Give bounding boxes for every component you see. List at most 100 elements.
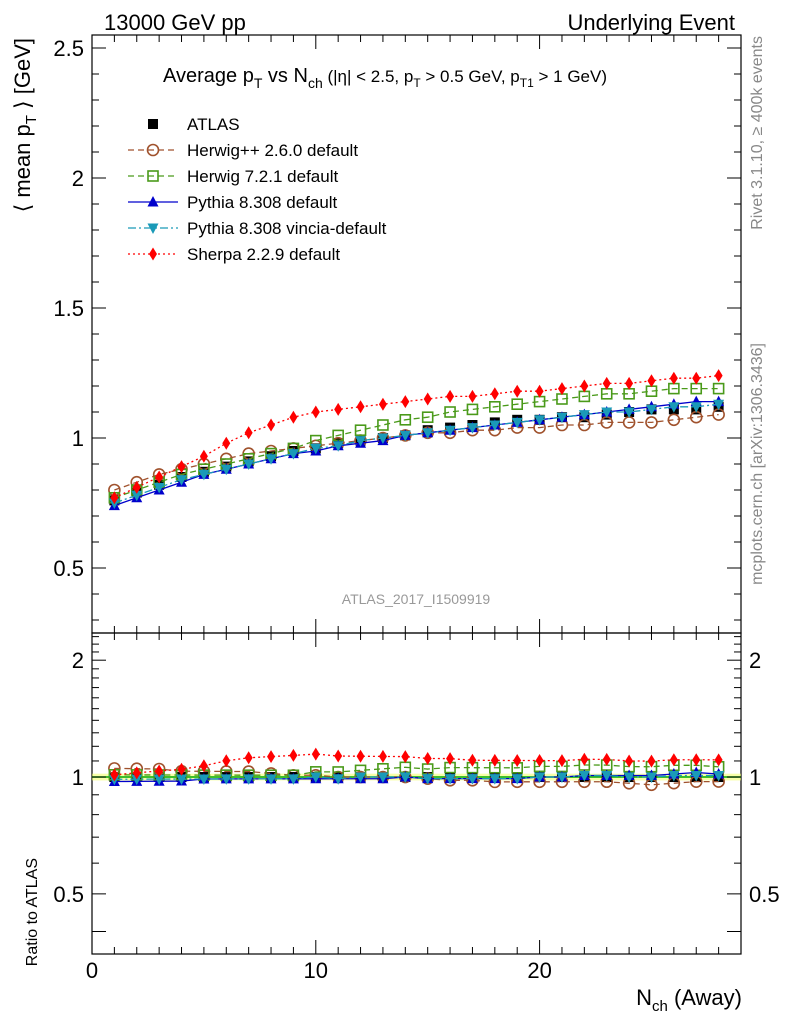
legend-label: Pythia 8.308 default bbox=[187, 193, 338, 212]
data-point bbox=[177, 460, 186, 474]
ratio-point bbox=[513, 754, 522, 768]
data-point bbox=[444, 406, 456, 418]
data-point bbox=[423, 392, 432, 406]
ratio-point bbox=[222, 754, 231, 768]
ratio-point bbox=[714, 753, 723, 767]
legend-label: ATLAS bbox=[187, 115, 240, 134]
data-point bbox=[243, 459, 255, 470]
data-point bbox=[556, 412, 568, 424]
ratio-point bbox=[535, 754, 544, 768]
ratio-point bbox=[423, 751, 432, 765]
data-point bbox=[355, 436, 367, 447]
series-line bbox=[114, 403, 719, 504]
data-point bbox=[645, 404, 657, 416]
data-point bbox=[468, 389, 477, 403]
ratio-point bbox=[110, 768, 119, 782]
ratio-point bbox=[176, 774, 188, 786]
ratio-point bbox=[602, 752, 611, 766]
data-point bbox=[155, 470, 164, 484]
ratio-y-tick-label: 0.5 bbox=[53, 882, 84, 907]
legend-entry: Herwig 7.2.1 default bbox=[128, 167, 338, 186]
data-point bbox=[466, 423, 478, 434]
data-point bbox=[535, 384, 544, 398]
main-y-axis-label: ⟨ mean pT ⟩ [GeV] bbox=[10, 38, 40, 212]
ratio-point bbox=[289, 748, 298, 762]
ratio-point bbox=[690, 771, 702, 782]
ratio-point bbox=[377, 772, 389, 784]
data-point bbox=[489, 400, 501, 413]
legend-label: Herwig++ 2.6.0 default bbox=[187, 141, 358, 160]
data-point bbox=[714, 369, 723, 383]
data-point bbox=[354, 424, 367, 437]
legend-marker bbox=[148, 119, 158, 129]
axis-ticks: 0.511.522.50.5 0.51 12 20 10 20 bbox=[53, 35, 780, 983]
ratio-point bbox=[155, 764, 164, 778]
ratio-point bbox=[557, 754, 566, 768]
ratio-point bbox=[355, 772, 367, 784]
data-point bbox=[110, 491, 119, 505]
mcplots-text: mcplots.cern.ch [arXiv:1306.3436] bbox=[749, 343, 766, 585]
ratio-point bbox=[220, 774, 232, 785]
ratio-point bbox=[132, 766, 141, 780]
plot-title: Average pT vs Nch (|η| < 2.5, pT > 0.5 G… bbox=[163, 65, 607, 91]
data-point bbox=[692, 371, 701, 385]
data-point bbox=[421, 411, 434, 424]
ratio-point bbox=[645, 772, 657, 784]
ratio-point bbox=[244, 751, 253, 765]
series-ratio-5 bbox=[110, 747, 723, 782]
ratio-point bbox=[534, 772, 546, 784]
data-point bbox=[310, 443, 322, 455]
ratio-point bbox=[198, 774, 210, 785]
series-line bbox=[114, 387, 719, 499]
main-series bbox=[108, 369, 725, 511]
ratio-point bbox=[332, 774, 344, 785]
data-point bbox=[311, 405, 320, 419]
data-point bbox=[623, 407, 635, 418]
legend-marker bbox=[146, 143, 160, 157]
data-point bbox=[601, 407, 613, 418]
legend-marker bbox=[147, 223, 159, 234]
data-point bbox=[399, 430, 411, 442]
main-y-tick-label: 0.5 bbox=[53, 556, 84, 581]
ratio-point bbox=[444, 774, 456, 785]
data-point bbox=[153, 482, 165, 494]
ratio-point bbox=[468, 753, 477, 767]
data-point bbox=[222, 436, 231, 450]
data-point bbox=[489, 420, 501, 431]
ratio-point bbox=[311, 747, 320, 761]
legend-entry: Herwig++ 2.6.0 default bbox=[128, 141, 358, 160]
ratio-y-axis-label: Ratio to ATLAS bbox=[24, 858, 41, 966]
legend-label: Herwig 7.2.1 default bbox=[187, 167, 338, 186]
data-point bbox=[444, 425, 456, 437]
data-point bbox=[602, 376, 611, 390]
ratio-point bbox=[131, 774, 143, 786]
data-point bbox=[287, 449, 299, 460]
ratio-point bbox=[153, 774, 165, 786]
legend-entry: Sherpa 2.2.9 default bbox=[128, 245, 340, 264]
data-point bbox=[332, 441, 344, 452]
data-point bbox=[401, 395, 410, 409]
series-main-5 bbox=[110, 369, 723, 505]
ratio-point bbox=[401, 750, 410, 764]
series-line bbox=[114, 374, 719, 499]
data-point bbox=[289, 410, 298, 424]
data-point bbox=[377, 433, 389, 444]
ratio-y-tick-label-right: 2 bbox=[749, 648, 761, 673]
series-main-1 bbox=[108, 408, 725, 497]
legend-entry: Pythia 8.308 default bbox=[128, 193, 338, 212]
data-point bbox=[356, 400, 365, 414]
data-point bbox=[267, 418, 276, 432]
data-point bbox=[377, 419, 389, 431]
ratio-point bbox=[310, 772, 322, 784]
ratio-line bbox=[114, 753, 719, 776]
data-point bbox=[580, 379, 589, 393]
ratio-point bbox=[287, 774, 299, 785]
legend-entry: ATLAS bbox=[148, 115, 240, 134]
main-y-tick-label: 2.5 bbox=[53, 36, 84, 61]
data-point bbox=[511, 398, 524, 411]
data-point bbox=[647, 374, 656, 388]
ratio-point bbox=[669, 753, 678, 767]
ratio-line bbox=[114, 764, 719, 776]
data-point bbox=[713, 399, 725, 411]
